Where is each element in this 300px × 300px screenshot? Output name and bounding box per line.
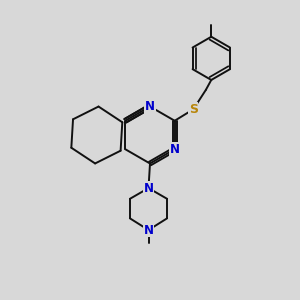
Text: N: N (145, 100, 155, 113)
Text: N: N (143, 224, 154, 236)
Text: N: N (170, 143, 180, 156)
Text: S: S (189, 103, 198, 116)
Text: N: N (143, 182, 154, 195)
